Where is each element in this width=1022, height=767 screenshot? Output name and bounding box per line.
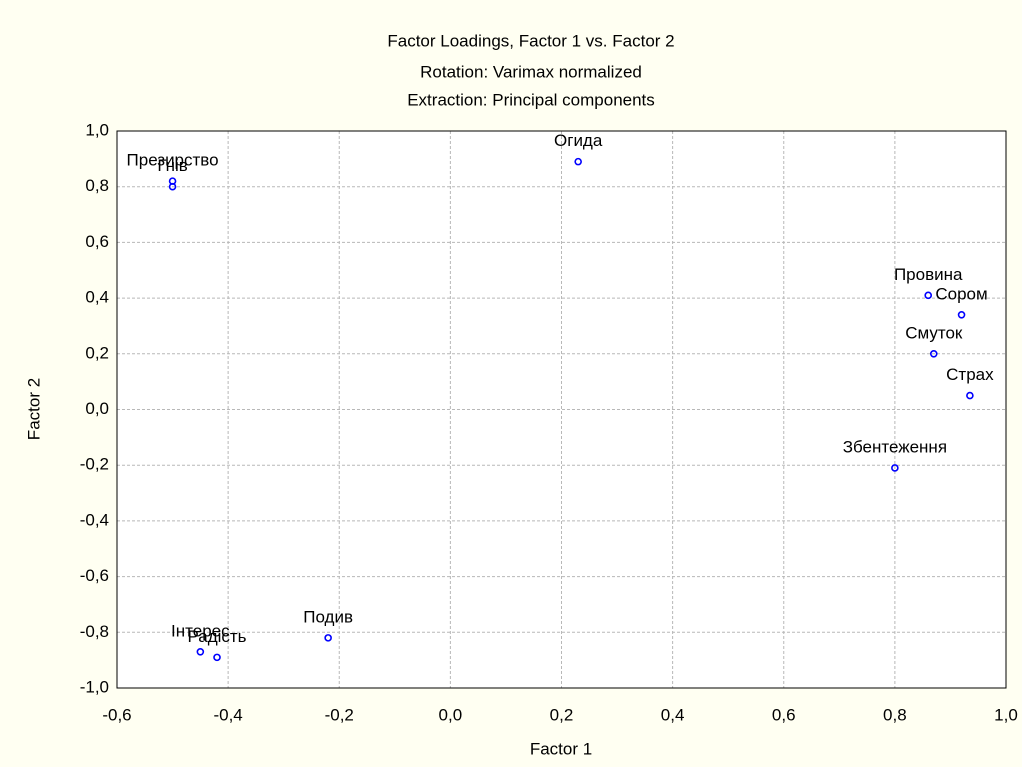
y-tick-label: 0,2 <box>85 343 109 362</box>
x-tick-label: 0,0 <box>439 705 463 724</box>
point-label: Збентеження <box>843 437 947 456</box>
x-tick-label: 0,2 <box>550 705 574 724</box>
point <box>196 647 205 656</box>
x-tick-label: 0,6 <box>772 705 796 724</box>
y-tick-label: 0,8 <box>85 176 109 195</box>
chart-subtitle: Extraction: Principal components <box>407 90 655 109</box>
point <box>929 349 938 358</box>
y-axis-title: Factor 2 <box>24 378 43 440</box>
x-tick-label: 1,0 <box>994 705 1018 724</box>
point-label: Презирство <box>127 151 219 170</box>
y-tick-label: 1,0 <box>85 120 109 139</box>
point-label: Сором <box>935 284 987 303</box>
point-label: Радість <box>187 627 246 646</box>
point <box>324 634 332 642</box>
x-tick-label: 0,4 <box>661 705 685 724</box>
point <box>966 391 974 400</box>
point-label: Гнів <box>157 156 187 175</box>
point <box>957 311 966 319</box>
x-tick-label: 0,8 <box>883 705 907 724</box>
x-tick-label: -0,2 <box>325 705 354 724</box>
x-tick-label: -0,4 <box>213 705 242 724</box>
point <box>574 157 582 166</box>
y-tick-label: -0,4 <box>80 510 109 529</box>
chart-title: Factor Loadings, Factor 1 vs. Factor 2 <box>387 31 674 50</box>
x-axis-title: Factor 1 <box>530 739 592 758</box>
y-tick-label: -1,0 <box>80 677 109 696</box>
point-label: Інтерес <box>171 621 230 640</box>
y-tick-label: -0,6 <box>80 566 109 585</box>
point-label: Провина <box>894 265 963 284</box>
y-tick-label: 0,6 <box>85 232 109 251</box>
point <box>168 182 177 191</box>
point <box>891 464 899 472</box>
point <box>213 653 221 662</box>
point-label: Подив <box>303 607 353 626</box>
y-tick-label: -0,2 <box>80 455 109 474</box>
chart-subtitle: Rotation: Varimax normalized <box>420 62 642 81</box>
point <box>924 291 933 300</box>
y-tick-label: -0,8 <box>80 622 109 641</box>
x-tick-label: -0,6 <box>102 705 131 724</box>
y-tick-label: 0,0 <box>85 399 109 418</box>
point-label: Смуток <box>905 323 963 342</box>
y-tick-label: 0,4 <box>85 288 109 307</box>
plot-frame <box>116 130 1007 689</box>
point-label: Огида <box>554 131 603 150</box>
point-label: Страх <box>946 365 994 384</box>
